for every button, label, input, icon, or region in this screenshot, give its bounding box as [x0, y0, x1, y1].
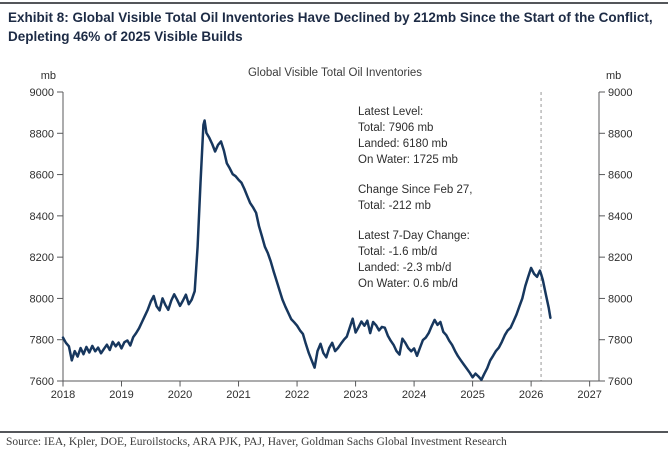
x-tick-label: 2022: [285, 389, 309, 401]
y-tick-label-left: 8400: [30, 211, 54, 223]
y-tick-label-left: 7600: [30, 376, 54, 388]
top-rule: [0, 2, 668, 4]
annotation-line: Landed: -2.3 mb/d: [358, 262, 452, 274]
annotation-line: Latest Level:: [358, 106, 424, 118]
chart-title: Global Visible Total Oil Inventories: [247, 67, 423, 79]
x-tick-label: 2020: [168, 389, 192, 401]
y-axis-unit-left: mb: [40, 70, 56, 82]
x-tick-label: 2019: [109, 389, 133, 401]
annotation-group: Change Since Feb 27, Total: -212 mb: [358, 182, 472, 214]
y-tick-label-right: 8200: [608, 252, 632, 264]
y-tick-label-right: 8000: [608, 293, 632, 305]
x-tick-label: 2023: [343, 389, 367, 401]
annotation-line: Latest 7-Day Change:: [358, 230, 470, 242]
x-tick-label: 2024: [402, 389, 426, 401]
annotation-line: Total: 7906 mb: [358, 122, 434, 134]
annotation-line: On Water: 0.6 mb/d: [358, 278, 458, 290]
x-tick-label: 2026: [519, 389, 543, 401]
x-tick-label: 2027: [577, 389, 601, 401]
exhibit-title: Exhibit 8: Global Visible Total Oil Inve…: [8, 10, 653, 44]
y-tick-label-right: 8600: [608, 170, 632, 182]
y-tick-label-right: 8800: [608, 128, 632, 140]
axes-frame: [62, 92, 600, 382]
y-tick-label-left: 7800: [30, 335, 54, 347]
y-tick-label-left: 9000: [30, 87, 54, 99]
y-axis-unit-right: mb: [606, 70, 622, 82]
x-tick-label: 2025: [460, 389, 484, 401]
source-line: Source: IEA, Kpler, DOE, Euroilstocks, A…: [6, 436, 507, 448]
bottom-rule: [0, 431, 668, 433]
inventory-line-series: [61, 119, 552, 382]
y-tick-label-left: 8800: [30, 128, 54, 140]
annotation-group: Latest 7-Day Change: Total: -1.6 mb/d Land…: [358, 228, 472, 292]
y-tick-label-right: 7800: [608, 335, 632, 347]
annotation-line: Landed: 6180 mb: [358, 138, 448, 150]
x-tick-label: 2021: [226, 389, 250, 401]
annotation-block: Latest Level: Total: 7906 mb Landed: 6180 …: [358, 104, 472, 306]
annotation-line: Total: -212 mb: [358, 200, 431, 212]
y-tick-label-left: 8200: [30, 252, 54, 264]
annotation-line: On Water: 1725 mb: [358, 154, 458, 166]
annotation-line: Change Since Feb 27,: [358, 184, 473, 196]
y-tick-label-left: 8600: [30, 170, 54, 182]
y-tick-label-left: 8000: [30, 293, 54, 305]
y-tick-label-right: 9000: [608, 87, 632, 99]
annotation-group: Latest Level: Total: 7906 mb Landed: 6180 …: [358, 104, 472, 168]
x-tick-label: 2018: [51, 389, 75, 401]
y-tick-label-right: 7600: [608, 376, 632, 388]
annotation-line: Total: -1.6 mb/d: [358, 246, 438, 258]
y-tick-label-right: 8400: [608, 211, 632, 223]
